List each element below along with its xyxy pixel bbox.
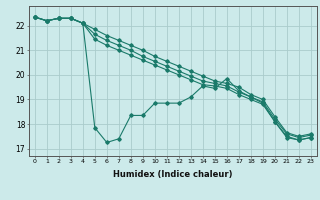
X-axis label: Humidex (Indice chaleur): Humidex (Indice chaleur) — [113, 170, 233, 179]
